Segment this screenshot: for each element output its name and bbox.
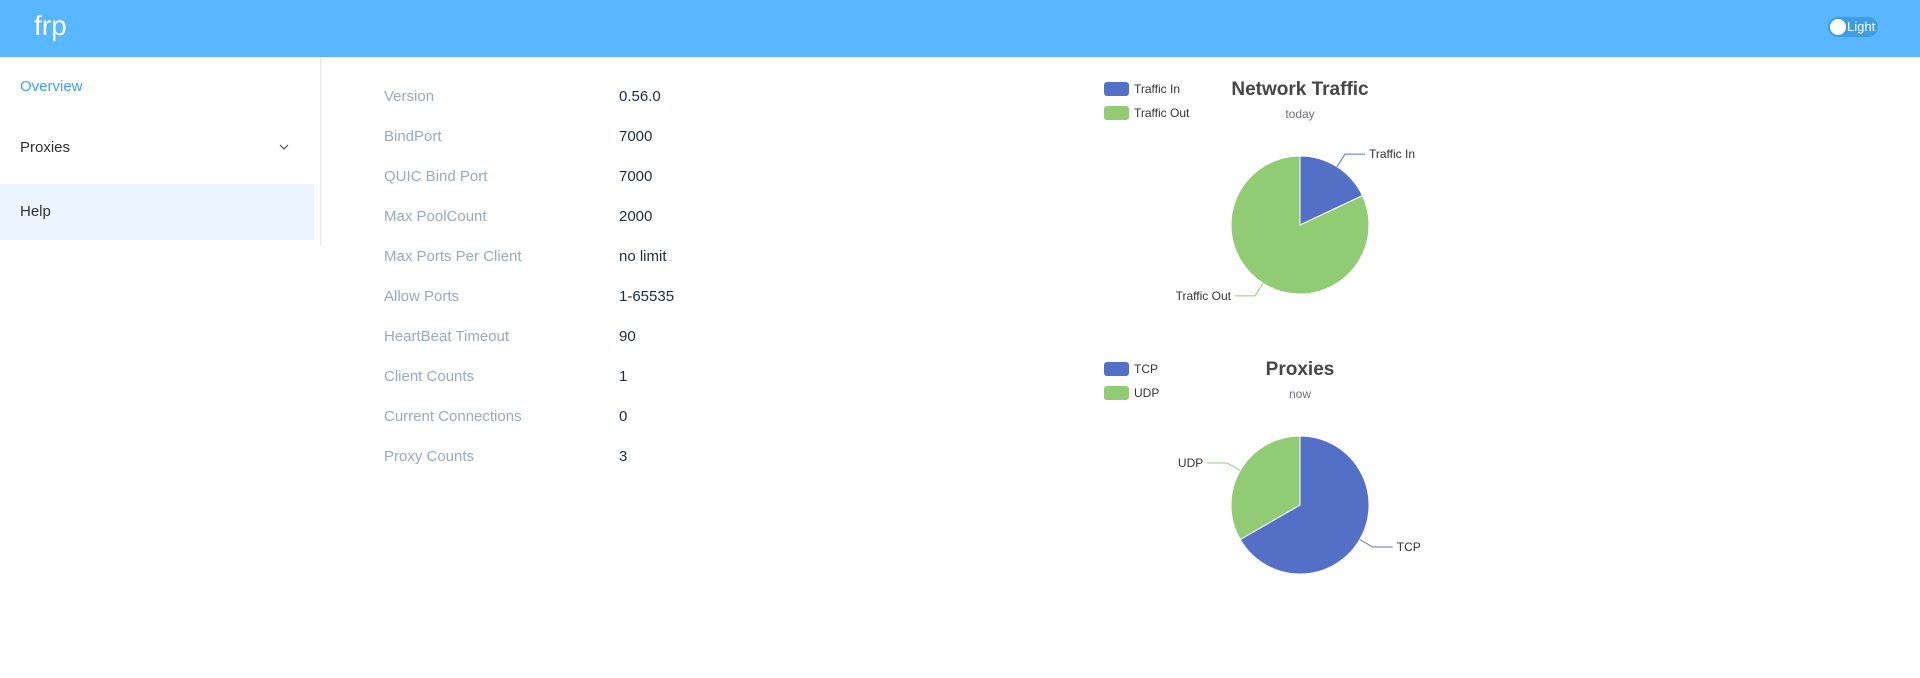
info-label: Max Ports Per Client bbox=[384, 248, 522, 265]
leader-line-traffic-out bbox=[1234, 282, 1264, 297]
sidebar-item-help[interactable]: Help bbox=[0, 184, 314, 240]
info-value: 1 bbox=[619, 368, 628, 385]
sidebar-item-overview[interactable]: Overview bbox=[20, 78, 83, 95]
info-label: BindPort bbox=[384, 128, 442, 145]
slice-label-tcp: TCP bbox=[1397, 540, 1421, 554]
info-value: 1-65535 bbox=[619, 288, 675, 305]
leader-line-traffic-in bbox=[1336, 153, 1366, 168]
info-label: Proxy Counts bbox=[384, 448, 475, 465]
network-traffic-chart: Network Traffic today Traffic In Traffic… bbox=[1100, 70, 1500, 340]
info-label: HeartBeat Timeout bbox=[384, 328, 510, 345]
legend-item-tcp[interactable]: TCP bbox=[1104, 362, 1158, 376]
sidebar-menu: Overview Proxies Help bbox=[0, 57, 321, 245]
info-value: 0.56.0 bbox=[619, 88, 661, 105]
slice-label-traffic-out: Traffic Out bbox=[1176, 289, 1232, 303]
info-value: 7000 bbox=[619, 168, 653, 185]
chart-title: Proxies bbox=[1266, 359, 1335, 380]
info-row-heartbeat-timeout: HeartBeat Timeout 90 bbox=[384, 317, 884, 357]
chart-subtitle: today bbox=[1285, 107, 1314, 121]
legend-label: TCP bbox=[1134, 362, 1158, 376]
info-value: no limit bbox=[619, 248, 667, 265]
toggle-knob bbox=[1830, 19, 1846, 35]
info-row-client-counts: Client Counts 1 bbox=[384, 357, 884, 397]
leader-line-udp bbox=[1207, 462, 1241, 471]
legend-label: Traffic Out bbox=[1134, 106, 1190, 120]
leader-line-tcp bbox=[1359, 539, 1393, 548]
info-label: Max PoolCount bbox=[384, 208, 487, 225]
info-label: Allow Ports bbox=[384, 288, 460, 305]
chart-title: Network Traffic bbox=[1231, 79, 1369, 100]
pie-slice-traffic-out[interactable] bbox=[1230, 155, 1370, 295]
info-value: 7000 bbox=[619, 128, 653, 145]
info-row-bindport: BindPort 7000 bbox=[384, 117, 884, 157]
sidebar-item-label: Proxies bbox=[20, 139, 71, 156]
info-label: QUIC Bind Port bbox=[384, 168, 488, 185]
legend-label: Traffic In bbox=[1134, 82, 1180, 96]
info-value: 90 bbox=[619, 328, 636, 345]
slice-label-traffic-in: Traffic In bbox=[1369, 147, 1415, 161]
info-row-allow-ports: Allow Ports 1-65535 bbox=[384, 277, 884, 317]
info-row-version: Version 0.56.0 bbox=[384, 77, 884, 117]
info-row-proxy-counts: Proxy Counts 3 bbox=[384, 437, 884, 477]
info-row-max-ports-per-client: Max Ports Per Client no limit bbox=[384, 237, 884, 277]
info-label: Version bbox=[384, 88, 435, 105]
info-label: Client Counts bbox=[384, 368, 475, 385]
theme-toggle[interactable]: Light bbox=[1828, 17, 1878, 37]
info-value: 2000 bbox=[619, 208, 653, 225]
legend-item-traffic-out[interactable]: Traffic Out bbox=[1104, 106, 1190, 120]
theme-toggle-label: Light bbox=[1847, 19, 1876, 34]
proxies-chart: Proxies now TCP UDP TCP UDP bbox=[1100, 350, 1500, 620]
legend-item-udp[interactable]: UDP bbox=[1104, 386, 1159, 400]
sidebar-item-proxies[interactable]: Proxies bbox=[0, 120, 314, 176]
legend-label: UDP bbox=[1134, 386, 1159, 400]
brand-logo[interactable]: frp bbox=[34, 10, 67, 41]
info-value: 3 bbox=[619, 448, 628, 465]
pie-slice-tcp[interactable] bbox=[1239, 435, 1370, 575]
info-label: Current Connections bbox=[384, 408, 522, 425]
info-row-current-connections: Current Connections 0 bbox=[384, 397, 884, 437]
info-row-max-poolcount: Max PoolCount 2000 bbox=[384, 197, 884, 237]
legend-item-traffic-in[interactable]: Traffic In bbox=[1104, 82, 1180, 96]
info-row-quic-bind-port: QUIC Bind Port 7000 bbox=[384, 157, 884, 197]
slice-label-udp: UDP bbox=[1178, 456, 1203, 470]
chevron-down-icon bbox=[279, 144, 289, 150]
info-value: 0 bbox=[619, 408, 628, 425]
top-header: frp Light bbox=[0, 0, 1920, 57]
pie-slice-udp[interactable] bbox=[1230, 435, 1301, 541]
chart-subtitle: now bbox=[1289, 387, 1311, 401]
